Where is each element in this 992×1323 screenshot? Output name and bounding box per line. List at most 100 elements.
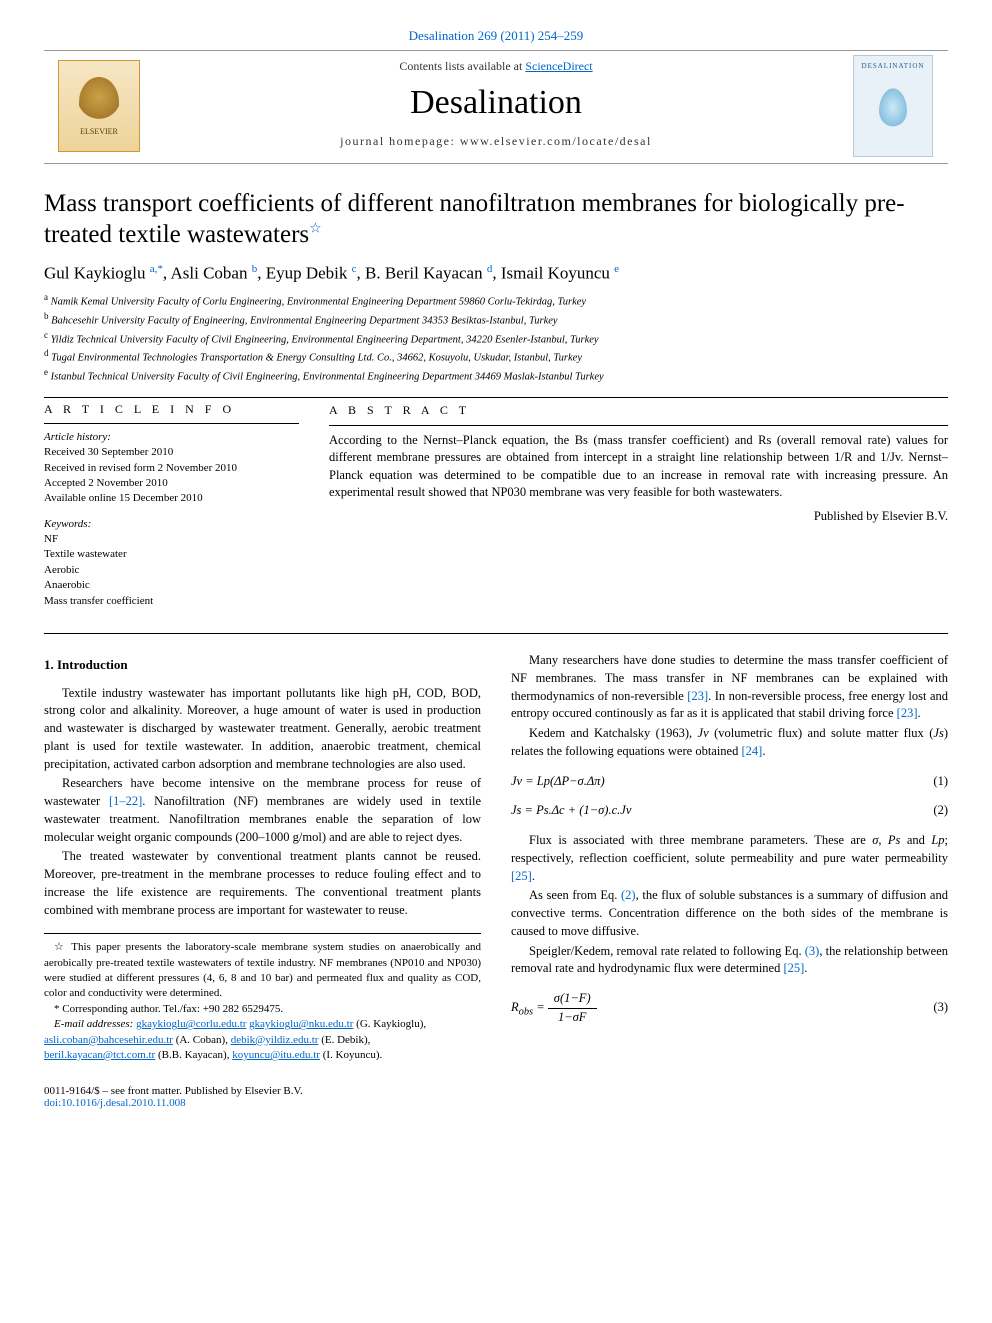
email-link[interactable]: beril.kayacan@tct.com.tr [44,1049,155,1061]
section-heading-intro: 1. Introduction [44,656,481,674]
journal-cover-slot: DESALINATION [838,55,948,157]
para-r5: Speigler/Kedem, removal rate related to … [511,943,948,979]
keywords-block: Keywords: NFTextile wastewaterAerobicAna… [44,517,299,609]
ref-link[interactable]: (3) [805,944,820,958]
author-mark: e [614,263,619,275]
body-columns: 1. Introduction Textile industry wastewa… [44,652,948,1063]
history-list: Received 30 September 2010Received in re… [44,445,299,507]
para-r4: As seen from Eq. (2), the flux of solubl… [511,887,948,940]
keyword: Mass transfer coefficient [44,594,299,609]
header-center: Contents lists available at ScienceDirec… [154,55,838,157]
eq-num: (1) [933,773,948,791]
affiliation: c Yildiz Technical University Faculty of… [44,329,948,348]
history-label: Article history: [44,430,299,445]
email-link[interactable]: gkaykioglu@corlu.edu.tr [136,1018,246,1030]
homepage-prefix: journal homepage: [340,134,460,148]
footer-left: 0011-9164/$ – see front matter. Publishe… [44,1085,303,1109]
article-title-text: Mass transport coefficients of different… [44,190,905,248]
email-label: E-mail addresses: [54,1018,133,1030]
footnote-star: ☆ This paper presents the laboratory-sca… [44,940,481,1002]
para-r1: Many researchers have done studies to de… [511,652,948,723]
contents-line: Contents lists available at ScienceDirec… [154,59,838,74]
eq-body: Jv = Lp(ΔP−σ.Δπ) [511,773,605,791]
left-column: 1. Introduction Textile industry wastewa… [44,652,481,1063]
journal-name: Desalination [154,84,838,122]
author-name: Eyup Debik [266,263,348,282]
journal-header: ELSEVIER Contents lists available at Sci… [44,55,948,164]
affiliation: a Namik Kemal University Faculty of Corl… [44,291,948,310]
ref-link[interactable]: [1–22] [109,794,142,808]
equation-3: Robs = σ(1−F)1−σF (3) [511,990,948,1027]
journal-ref[interactable]: Desalination 269 (2011) 254–259 [44,28,948,44]
author-name: Gul Kaykioglu [44,263,146,282]
right-column: Many researchers have done studies to de… [511,652,948,1063]
rule-abstract [329,425,948,426]
history-item: Accepted 2 November 2010 [44,476,299,491]
article-info: A R T I C L E I N F O Article history: R… [44,402,299,619]
journal-homepage: journal homepage: www.elsevier.com/locat… [154,134,838,149]
author-mark: c [352,263,357,275]
keyword: Aerobic [44,563,299,578]
history-block: Article history: Received 30 September 2… [44,430,299,507]
para-l1: Textile industry wastewater has importan… [44,685,481,774]
abstract: A B S T R A C T According to the Nernst–… [329,402,948,619]
text: (volumetric flux) and solute matter flux… [709,726,934,740]
symbol-js: Js [933,726,943,740]
email-link[interactable]: asli.coban@bahcesehir.edu.tr [44,1034,173,1046]
sciencedirect-link[interactable]: ScienceDirect [525,59,592,73]
footer: 0011-9164/$ – see front matter. Publishe… [44,1085,948,1109]
text: . [762,744,765,758]
history-item: Received 30 September 2010 [44,445,299,460]
article-info-label: A R T I C L E I N F O [44,402,299,417]
author-name: B. Beril Kayacan [365,263,483,282]
abstract-label: A B S T R A C T [329,402,948,419]
author-name: Asli Coban [170,263,247,282]
elsevier-tree-icon [79,77,119,127]
author-mark: d [487,263,493,275]
keywords-list: NFTextile wastewaterAerobicAnaerobicMass… [44,532,299,609]
ref-link[interactable]: [24] [741,744,762,758]
para-r3: Flux is associated with three membrane p… [511,832,948,885]
author-mark: b [252,263,258,275]
ref-link[interactable]: [23] [687,689,708,703]
symbol-jv: Jv [698,726,709,740]
ref-link[interactable]: [23] [897,706,918,720]
ref-link[interactable]: [25] [511,869,532,883]
para-l2: Researchers have become intensive on the… [44,775,481,846]
eq-body: Robs = σ(1−F)1−σF [511,990,597,1027]
keywords-label: Keywords: [44,517,299,532]
eq-num: (3) [933,999,948,1017]
article-title: Mass transport coefficients of different… [44,188,948,251]
keyword: Anaerobic [44,578,299,593]
title-footnote-marker[interactable]: ☆ [309,222,322,237]
equation-1: Jv = Lp(ΔP−σ.Δπ) (1) [511,773,948,791]
email-link[interactable]: gkaykioglu@nku.edu.tr [249,1018,353,1030]
affiliation: e Istanbul Technical University Faculty … [44,366,948,385]
email-link[interactable]: koyuncu@itu.edu.tr [232,1049,320,1061]
rule-info [44,423,299,424]
keyword: NF [44,532,299,547]
email-link[interactable]: debik@yildiz.edu.tr [231,1034,319,1046]
author-name: Ismail Koyuncu [501,263,610,282]
elsevier-logo: ELSEVIER [58,60,140,152]
cover-title: DESALINATION [854,62,932,70]
text: Kedem and Katchalsky (1963), [529,726,698,740]
eq-body: Js = Ps.Δc + (1−σ).c.Jv [511,802,631,820]
history-item: Received in revised form 2 November 2010 [44,461,299,476]
issn-line: 0011-9164/$ – see front matter. Publishe… [44,1085,303,1097]
keyword: Textile wastewater [44,547,299,562]
ref-link[interactable]: (2) [621,888,636,902]
elsevier-caption: ELSEVIER [80,127,118,136]
affiliation: d Tugal Environmental Technologies Trans… [44,347,948,366]
eq-num: (2) [933,802,948,820]
rule-above-info [44,397,948,398]
para-l3: The treated wastewater by conventional t… [44,848,481,919]
equation-2: Js = Ps.Δc + (1−σ).c.Jv (2) [511,802,948,820]
ref-link[interactable]: [25] [783,961,804,975]
cover-drop-icon [879,88,907,126]
rule-top [44,50,948,51]
footnote-emails: E-mail addresses: gkaykioglu@corlu.edu.t… [44,1017,481,1063]
doi-link[interactable]: doi:10.1016/j.desal.2010.11.008 [44,1097,303,1109]
homepage-url[interactable]: www.elsevier.com/locate/desal [460,134,652,148]
info-abstract-row: A R T I C L E I N F O Article history: R… [44,402,948,634]
